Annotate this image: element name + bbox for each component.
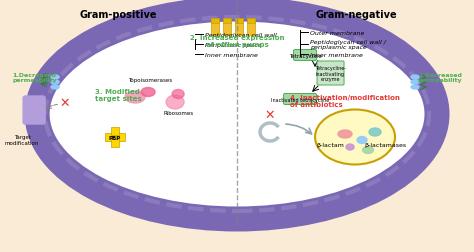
Text: Topoisomerases: Topoisomerases <box>128 78 172 83</box>
Text: Tetracycline-
inactivating
enzyme: Tetracycline- inactivating enzyme <box>315 66 346 82</box>
Ellipse shape <box>363 147 374 154</box>
Text: ✕: ✕ <box>60 96 70 109</box>
Text: Target
modification: Target modification <box>5 135 39 145</box>
Text: Peptidoglycan cell wall /
periplasmic space: Peptidoglycan cell wall / periplasmic sp… <box>310 40 386 50</box>
Bar <box>111 139 119 147</box>
Ellipse shape <box>37 10 437 219</box>
Text: 2. Increased expression
of efflux pumps: 2. Increased expression of efflux pumps <box>190 35 284 48</box>
Ellipse shape <box>125 92 145 104</box>
Bar <box>247 19 255 24</box>
Text: 1.Decreased
permeability: 1.Decreased permeability <box>418 72 462 83</box>
Bar <box>111 128 119 136</box>
Text: 3. Modified
target sites: 3. Modified target sites <box>95 88 142 101</box>
FancyBboxPatch shape <box>23 97 45 124</box>
Text: Peptidoglycan cell wall: Peptidoglycan cell wall <box>205 32 277 37</box>
FancyBboxPatch shape <box>283 94 317 105</box>
Bar <box>235 22 243 36</box>
Bar <box>223 19 231 24</box>
Ellipse shape <box>411 76 419 80</box>
Text: Inner membrane: Inner membrane <box>310 52 363 57</box>
Ellipse shape <box>51 86 59 90</box>
Ellipse shape <box>172 90 184 99</box>
Ellipse shape <box>51 76 59 80</box>
Ellipse shape <box>338 131 352 138</box>
Ellipse shape <box>166 96 184 110</box>
Ellipse shape <box>315 110 395 165</box>
Text: Inactivated tetracycline: Inactivated tetracycline <box>271 97 329 102</box>
Text: PBP: PBP <box>109 135 121 140</box>
Bar <box>117 134 125 141</box>
Text: Ribosomes: Ribosomes <box>163 111 193 115</box>
Bar <box>223 22 231 36</box>
Ellipse shape <box>51 81 59 85</box>
Bar <box>211 22 219 36</box>
Text: Gram-positive: Gram-positive <box>79 10 157 20</box>
FancyBboxPatch shape <box>293 50 317 61</box>
Text: Gram-negative: Gram-negative <box>315 10 397 20</box>
Ellipse shape <box>411 81 419 85</box>
Bar <box>211 19 219 24</box>
Text: 4. Inactivation/modification
of antibiotics: 4. Inactivation/modification of antibiot… <box>290 94 400 107</box>
Ellipse shape <box>346 144 354 150</box>
Bar <box>105 134 113 141</box>
Bar <box>247 22 255 36</box>
Ellipse shape <box>357 137 367 144</box>
Text: β-lactamases: β-lactamases <box>364 142 406 147</box>
Text: Periplasmic space: Periplasmic space <box>205 42 262 47</box>
Ellipse shape <box>411 86 419 90</box>
FancyBboxPatch shape <box>317 62 344 86</box>
Text: β-lactam: β-lactam <box>316 142 344 147</box>
Ellipse shape <box>141 88 155 97</box>
Bar <box>235 19 243 24</box>
Text: ✕: ✕ <box>265 108 275 121</box>
Ellipse shape <box>369 129 381 137</box>
Text: Outer membrane: Outer membrane <box>310 30 365 35</box>
Text: Inner membrane: Inner membrane <box>205 52 258 57</box>
Text: Tetracycline: Tetracycline <box>289 53 321 58</box>
Text: 1.Decreased
permeability: 1.Decreased permeability <box>12 72 57 83</box>
Bar <box>111 134 119 141</box>
